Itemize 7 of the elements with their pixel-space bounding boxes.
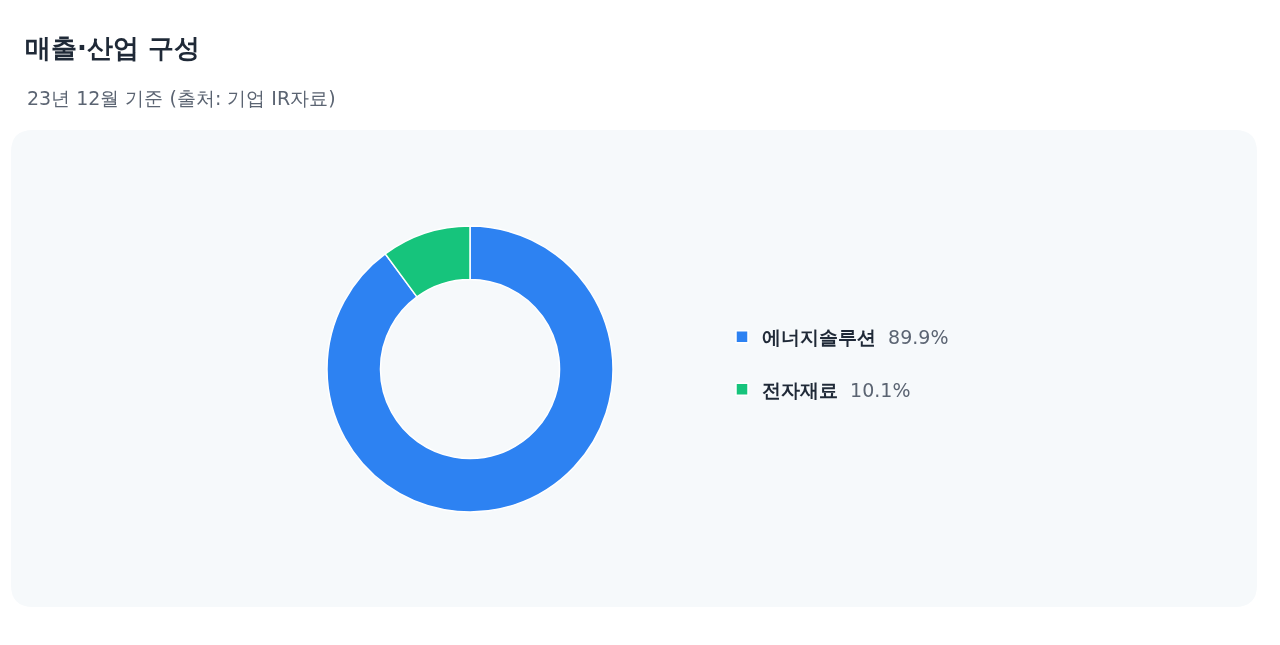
data-label: 89.9% (888, 326, 949, 349)
legend-label: 전자재료 (762, 378, 838, 401)
donut-slice (326, 225, 614, 513)
legend-label: 에너지솔루션 (762, 326, 876, 349)
chart-subtitle: 23년 12월 기준 (출처: 기업 IR자료) (27, 87, 336, 109)
data-label: 10.1% (850, 378, 911, 401)
text: 매출·산업 구성 (25, 33, 200, 64)
